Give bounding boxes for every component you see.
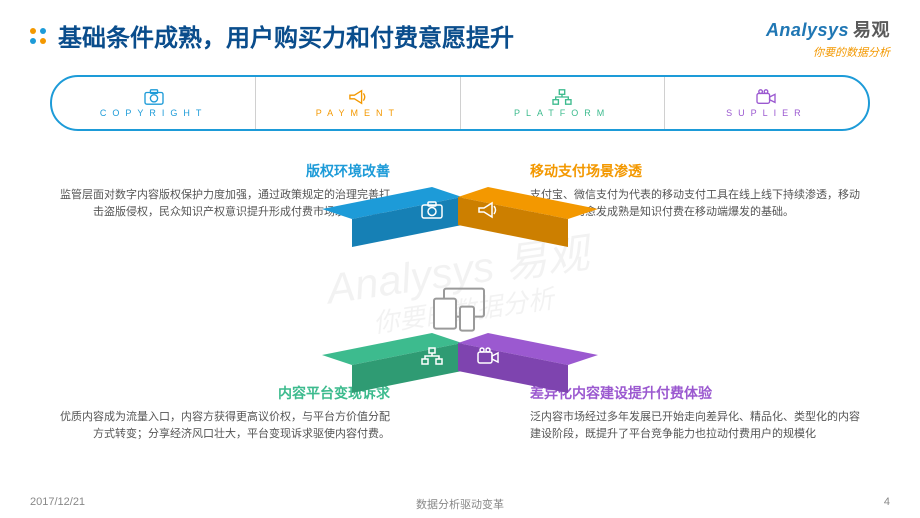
title-bullet-dots: [30, 28, 46, 44]
tab-label: COPYRIGHT: [100, 108, 208, 118]
quad-body: 优质内容成为流量入口，内容方获得更高议价权，与平台方价值分配方式转变；分享经济风…: [60, 409, 390, 443]
tab-payment: PAYMENT: [256, 77, 460, 129]
tab-platform: PLATFORM: [461, 77, 665, 129]
category-tab-bar: COPYRIGHT PAYMENT PLATFORM SUPLIER: [50, 75, 870, 131]
megaphone-icon: [347, 88, 369, 106]
bar3d-platform: [322, 343, 462, 401]
tab-copyright: COPYRIGHT: [52, 77, 256, 129]
tab-label: SUPLIER: [726, 108, 807, 118]
devices-icon: [430, 285, 490, 333]
quad-title: 版权环境改善: [60, 161, 390, 181]
quad-title: 移动支付场景渗透: [530, 161, 860, 181]
quad-diagram: Analysys 易观 你要的数据分析 版权环境改善 监管层面对数字内容版权保护…: [60, 161, 860, 461]
bar3d-suplier: [458, 343, 598, 401]
slide-footer: 2017/12/21 数据分析驱动变革 4: [0, 496, 920, 508]
logo-tagline: 你要的数据分析: [766, 44, 890, 60]
footer-center: 数据分析驱动变革: [416, 496, 504, 512]
quad-body: 泛内容市场经过多年发展已开始走向差异化、精品化、类型化的内容建设阶段，既提升了平…: [530, 409, 860, 443]
logo-text-en: Analysys: [766, 20, 849, 40]
logo-text-cn: 易观: [853, 20, 890, 40]
bar3d-payment: [458, 197, 598, 255]
footer-date: 2017/12/21: [30, 496, 85, 508]
tab-suplier: SUPLIER: [665, 77, 868, 129]
slide-title: 基础条件成熟，用户购买力和付费意愿提升: [58, 18, 514, 53]
hierarchy-icon: [551, 88, 573, 106]
tab-label: PLATFORM: [514, 108, 610, 118]
tab-label: PAYMENT: [316, 108, 400, 118]
bar3d-copyright: [322, 197, 462, 255]
videocam-icon: [755, 88, 777, 106]
brand-logo: Analysys易观 你要的数据分析: [766, 16, 890, 60]
camera-icon: [143, 88, 165, 106]
footer-page: 4: [884, 496, 890, 508]
